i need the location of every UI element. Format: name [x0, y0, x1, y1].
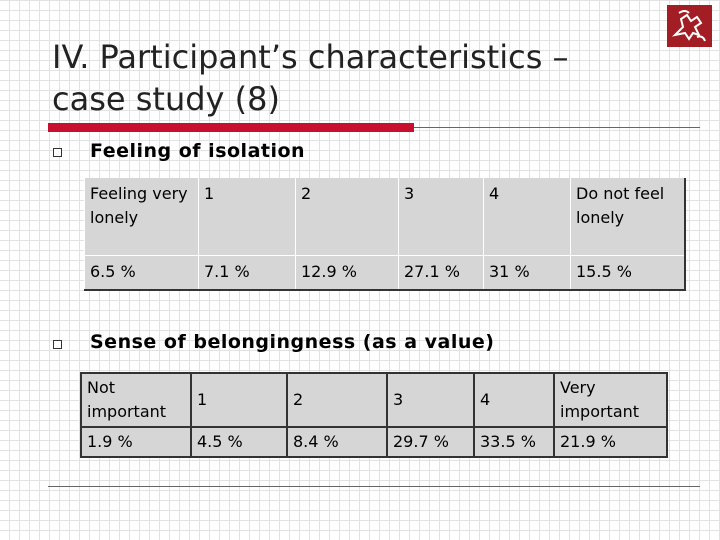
- table-cell: Feeling very lonely: [84, 178, 199, 256]
- belongingness-table: Not important 1 2 3 4 Very important 1.9…: [80, 372, 668, 458]
- table-cell: 1: [190, 372, 288, 428]
- table-header-row: Not important 1 2 3 4 Very important: [80, 372, 668, 428]
- table-cell: 15.5 %: [570, 255, 686, 291]
- table-cell: 4: [473, 372, 555, 428]
- table-cell: 27.1 %: [398, 255, 484, 291]
- table-cell: 8.4 %: [286, 426, 388, 458]
- seal-figure-icon: [671, 10, 706, 42]
- table-cell: 3: [386, 372, 475, 428]
- table-cell: 4: [483, 178, 571, 256]
- university-seal-icon: [667, 5, 712, 47]
- table-cell: 31 %: [483, 255, 571, 291]
- bottom-divider: [48, 486, 700, 487]
- table-row: 1.9 % 4.5 % 8.4 % 29.7 % 33.5 % 21.9 %: [80, 426, 668, 458]
- table-cell: 1: [198, 178, 296, 256]
- table-cell: 12.9 %: [295, 255, 399, 291]
- table-cell: 1.9 %: [80, 426, 192, 458]
- table-cell: 3: [398, 178, 484, 256]
- isolation-table: Feeling very lonely 1 2 3 4 Do not feel …: [84, 178, 686, 291]
- table-cell: 4.5 %: [190, 426, 288, 458]
- table-cell: Very important: [553, 372, 668, 428]
- table-cell: 2: [286, 372, 388, 428]
- table-header-row: Feeling very lonely 1 2 3 4 Do not feel …: [84, 178, 686, 256]
- table-row: 6.5 % 7.1 % 12.9 % 27.1 % 31 % 15.5 %: [84, 255, 686, 291]
- slide-title: IV. Participant’s characteristics – case…: [52, 38, 569, 118]
- table-cell: 21.9 %: [553, 426, 668, 458]
- bullet-square-icon: [53, 148, 62, 157]
- table-cell: Not important: [80, 372, 192, 428]
- bullet-square-icon: [53, 340, 62, 349]
- section-heading-belongingness: Sense of belongingness (as a value): [90, 331, 495, 353]
- table-cell: 7.1 %: [198, 255, 296, 291]
- table-cell: Do not feel lonely: [570, 178, 686, 256]
- table-cell: 29.7 %: [386, 426, 475, 458]
- table-cell: 2: [295, 178, 399, 256]
- table-cell: 6.5 %: [84, 255, 199, 291]
- section-heading-isolation: Feeling of isolation: [90, 140, 306, 162]
- title-accent-bar: [48, 123, 414, 132]
- table-cell: 33.5 %: [473, 426, 555, 458]
